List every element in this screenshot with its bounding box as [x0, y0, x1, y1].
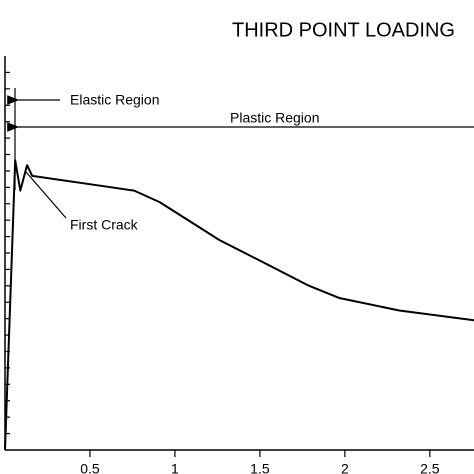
annotation: Elastic Region	[70, 92, 160, 108]
crack-leader	[25, 171, 67, 219]
x-tick-label: 2.5	[420, 461, 440, 474]
data-line	[4, 159, 474, 451]
annotation: First Crack	[70, 217, 139, 233]
annotation: Plastic Region	[230, 110, 320, 126]
chart-title: THIRD POINT LOADING	[232, 19, 455, 41]
x-tick-label: 2	[341, 461, 349, 474]
x-tick-label: 1	[171, 461, 179, 474]
x-tick-label: 0.5	[80, 461, 100, 474]
x-tick-label: 1.5	[250, 461, 270, 474]
